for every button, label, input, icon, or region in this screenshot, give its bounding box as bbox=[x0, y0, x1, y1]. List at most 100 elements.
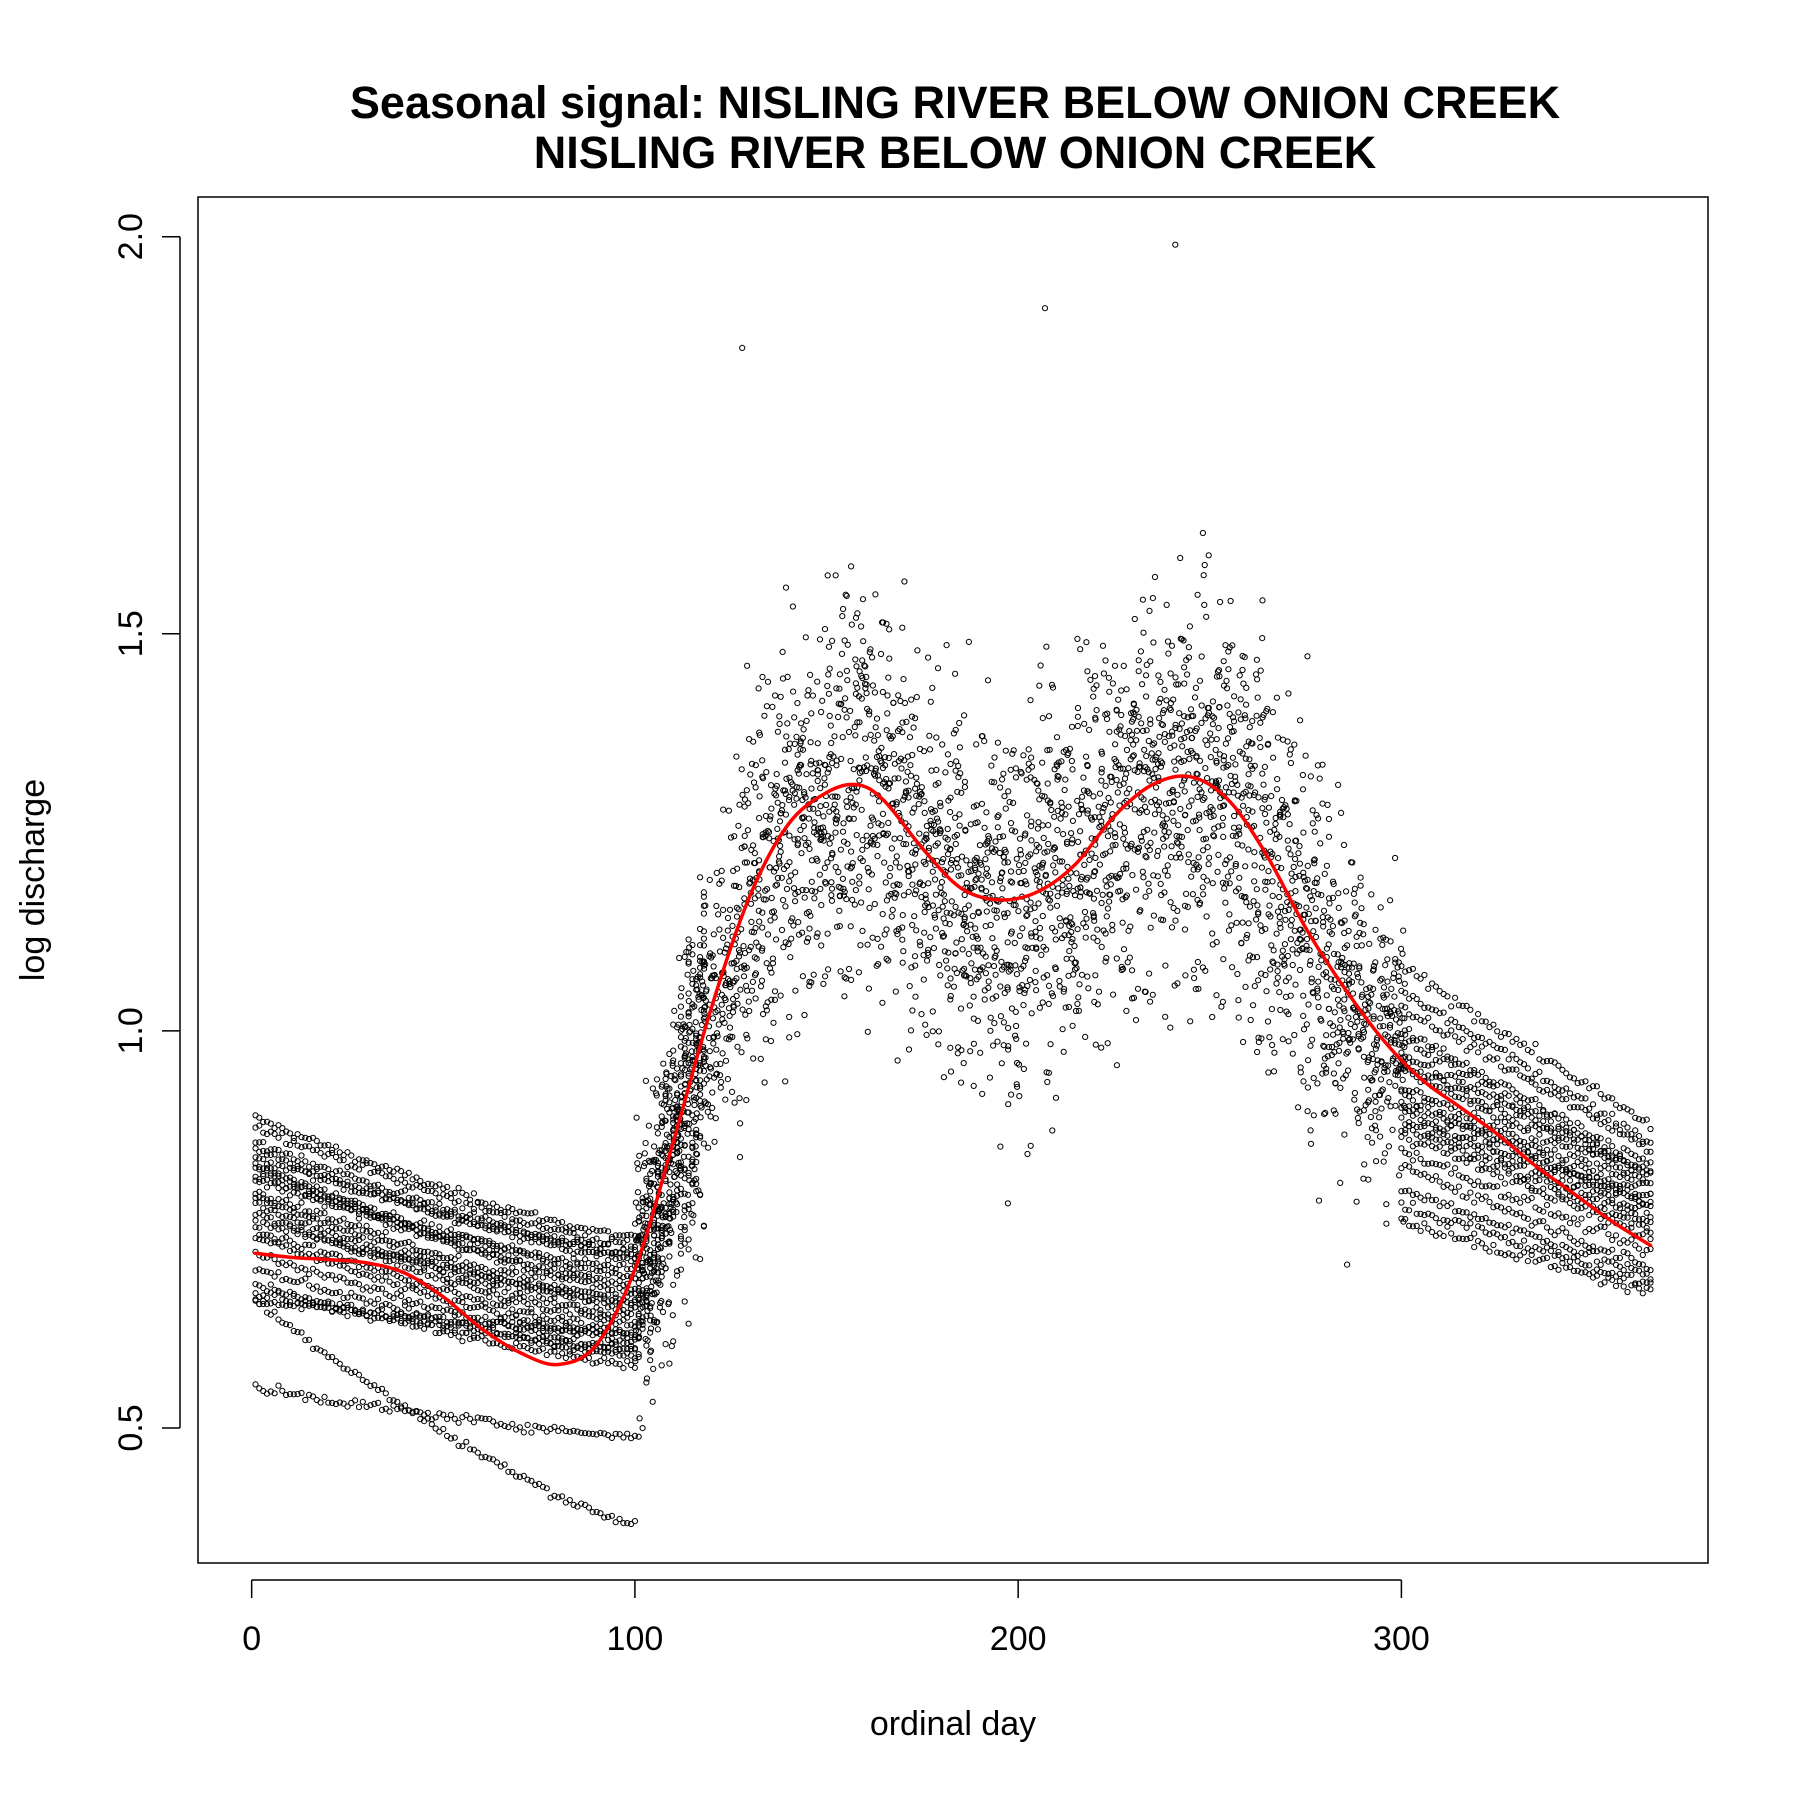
data-point bbox=[378, 1233, 386, 1240]
data-point bbox=[997, 1013, 1005, 1020]
data-point bbox=[1123, 746, 1131, 754]
data-point bbox=[865, 886, 872, 893]
data-point bbox=[1156, 806, 1163, 814]
data-point bbox=[348, 1200, 355, 1207]
data-point bbox=[1036, 682, 1043, 689]
data-point bbox=[352, 1244, 359, 1251]
data-point bbox=[886, 873, 893, 880]
data-point bbox=[1020, 1002, 1027, 1009]
data-point bbox=[344, 1182, 351, 1189]
data-point bbox=[1007, 820, 1015, 827]
data-point bbox=[926, 746, 934, 753]
data-point bbox=[1016, 862, 1023, 869]
data-point bbox=[859, 596, 867, 603]
data-point bbox=[1016, 1093, 1023, 1100]
data-point bbox=[321, 1235, 328, 1243]
data-point bbox=[394, 1290, 401, 1297]
data-point bbox=[283, 1197, 290, 1204]
data-point bbox=[1178, 843, 1185, 850]
data-point bbox=[1135, 713, 1142, 720]
data-point bbox=[739, 791, 746, 798]
data-point bbox=[497, 1222, 504, 1229]
data-point bbox=[662, 1075, 669, 1083]
data-point bbox=[628, 1246, 635, 1253]
data-point bbox=[306, 1190, 313, 1198]
data-point bbox=[786, 1013, 793, 1021]
data-point bbox=[731, 833, 738, 840]
data-point bbox=[271, 1207, 278, 1214]
data-point bbox=[700, 935, 708, 942]
data-point bbox=[676, 954, 683, 962]
data-point bbox=[906, 734, 914, 741]
data-point bbox=[890, 751, 898, 758]
data-point bbox=[256, 1193, 263, 1200]
data-point bbox=[748, 918, 755, 926]
data-point bbox=[839, 613, 846, 620]
data-point bbox=[298, 1161, 305, 1168]
data-point bbox=[582, 1232, 589, 1239]
data-point bbox=[612, 1266, 619, 1273]
data-point bbox=[459, 1338, 466, 1345]
data-point bbox=[279, 1204, 286, 1211]
data-point bbox=[745, 800, 752, 807]
data-point bbox=[1052, 936, 1059, 943]
data-point bbox=[317, 1172, 324, 1180]
data-point bbox=[1107, 799, 1114, 806]
data-point bbox=[724, 914, 732, 922]
data-point bbox=[298, 1144, 305, 1151]
data-point bbox=[344, 1170, 351, 1178]
data-point bbox=[718, 1001, 725, 1008]
data-point bbox=[513, 1268, 520, 1276]
data-point bbox=[844, 677, 851, 684]
data-point bbox=[267, 1281, 274, 1288]
data-point bbox=[816, 871, 823, 878]
data-point bbox=[947, 860, 955, 867]
data-point bbox=[486, 1207, 493, 1215]
data-point bbox=[856, 777, 863, 784]
data-point bbox=[417, 1183, 424, 1191]
data-point bbox=[729, 1088, 736, 1096]
data-point bbox=[811, 895, 818, 902]
data-point bbox=[1090, 793, 1097, 800]
data-point bbox=[490, 1209, 497, 1216]
data-point bbox=[818, 942, 825, 949]
data-point bbox=[313, 1166, 320, 1173]
data-point bbox=[689, 980, 696, 987]
data-point bbox=[313, 1137, 320, 1145]
data-point bbox=[555, 1260, 562, 1267]
data-point bbox=[1099, 891, 1106, 898]
data-point bbox=[1073, 965, 1080, 972]
data-point bbox=[1135, 668, 1142, 675]
data-point bbox=[952, 903, 959, 911]
data-point bbox=[794, 751, 801, 758]
data-point bbox=[938, 879, 946, 886]
data-point bbox=[451, 1231, 458, 1239]
data-point bbox=[267, 1159, 274, 1166]
data-point bbox=[874, 935, 881, 943]
data-point bbox=[1140, 629, 1147, 636]
data-point bbox=[260, 1177, 267, 1184]
data-point bbox=[885, 819, 892, 827]
data-point bbox=[750, 842, 757, 849]
data-point bbox=[344, 1236, 351, 1243]
data-point bbox=[455, 1198, 462, 1205]
data-point bbox=[382, 1237, 389, 1244]
data-point bbox=[744, 827, 752, 834]
data-point bbox=[267, 1120, 274, 1127]
data-point bbox=[355, 1371, 363, 1378]
data-point bbox=[1062, 776, 1069, 783]
data-point bbox=[348, 1221, 355, 1229]
data-point bbox=[697, 942, 704, 949]
data-point bbox=[818, 902, 825, 909]
data-point bbox=[413, 1268, 420, 1275]
data-point bbox=[382, 1188, 389, 1195]
data-point bbox=[763, 703, 771, 710]
data-point bbox=[474, 1222, 481, 1229]
data-point bbox=[859, 657, 866, 664]
data-point bbox=[1039, 715, 1046, 722]
data-point bbox=[578, 1243, 585, 1250]
data-point bbox=[1104, 905, 1112, 912]
data-point bbox=[509, 1216, 516, 1223]
data-point bbox=[1012, 774, 1020, 781]
data-point bbox=[1020, 1065, 1028, 1073]
